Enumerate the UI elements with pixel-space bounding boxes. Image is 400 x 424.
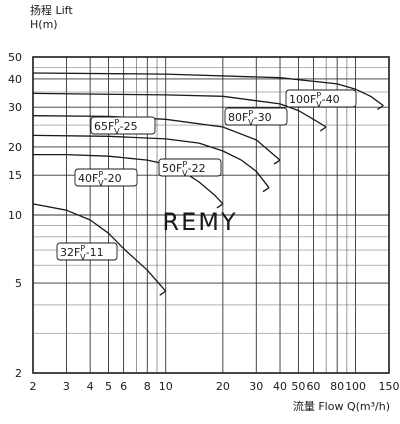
y-tick-label: 20 <box>8 141 22 154</box>
y-tick-label: 2 <box>15 367 22 380</box>
x-tick-label: 6 <box>120 380 127 393</box>
y-tick-label: 15 <box>8 169 22 182</box>
curve-labels: 32FP V-11 40FP V-20 50FP V-22 65FP V-25 80FP V-30… <box>56 89 357 262</box>
curve-65FPV-25 <box>32 115 281 161</box>
curve-end-hook <box>262 187 270 193</box>
curve-end-hook <box>159 290 167 296</box>
x-tick-label: 10 <box>159 380 173 393</box>
plot-frame <box>32 56 390 374</box>
curve-label-32FPV-11: 32FP V-11 <box>60 244 104 262</box>
curve-label-box <box>56 242 118 261</box>
y-axis-label-line1: 扬程 Lift <box>30 3 73 17</box>
curve-label-box <box>90 116 156 135</box>
curve-label-box <box>74 168 138 187</box>
y-tick-label: 30 <box>8 101 22 114</box>
curve-end-hook <box>376 104 384 111</box>
x-tick-label: 4 <box>87 380 94 393</box>
x-tick-label: 20 <box>216 380 230 393</box>
curve-32FPV-11 <box>32 203 167 292</box>
curve-label-65FPV-25: 65FP V-25 <box>94 118 138 136</box>
y-tick-label: 10 <box>8 209 22 222</box>
x-tick-label: 40 <box>273 380 287 393</box>
x-tick-label: 80 <box>330 380 344 393</box>
curve-50FPV-22 <box>32 134 270 189</box>
curve-end-hook <box>319 126 327 132</box>
curve-label-box <box>158 158 222 177</box>
x-tick-label: 2 <box>30 380 37 393</box>
x-tick-label: 5 <box>105 380 112 393</box>
watermark: REMY <box>162 208 237 236</box>
grid <box>32 56 390 374</box>
curve-end-hook <box>216 203 224 209</box>
curve-label-100FPV-40: 100FP V-40 <box>289 91 340 109</box>
x-tick-label: 60 <box>306 380 320 393</box>
y-axis-label-line2: H(m) <box>30 18 58 31</box>
y-tick-label: 5 <box>15 277 22 290</box>
curve-label-box <box>285 89 357 108</box>
x-axis-label: 流量 Flow Q(m³/h) <box>293 399 390 413</box>
curve-label-box <box>224 107 288 126</box>
curve-100FPV-40 <box>32 72 384 107</box>
curve-label-80FPV-30: 80FP V-30 <box>228 109 272 127</box>
y-tick-label: 40 <box>8 73 22 86</box>
curve-end-hook <box>273 159 281 165</box>
x-tick-label: 50 <box>291 380 305 393</box>
x-tick-label: 100 <box>345 380 366 393</box>
curve-label-40FPV-20: 40FP V-20 <box>78 170 122 188</box>
x-tick-label: 150 <box>379 380 400 393</box>
x-tick-label: 30 <box>249 380 263 393</box>
x-tick-label: 3 <box>63 380 70 393</box>
curves <box>32 72 384 296</box>
curve-label-50FPV-22: 50FP V-22 <box>162 160 206 178</box>
curve-80FPV-30 <box>32 92 327 128</box>
y-tick-label: 50 <box>8 51 22 64</box>
x-tick-label: 8 <box>144 380 151 393</box>
